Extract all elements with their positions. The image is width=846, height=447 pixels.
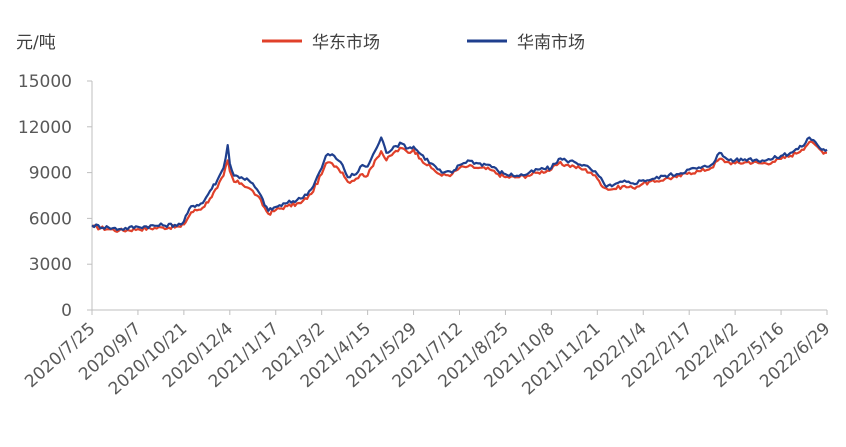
y-tick-label: 6000: [29, 209, 72, 229]
legend: 华东市场 华南市场: [262, 33, 585, 53]
y-tick-label: 3000: [29, 255, 72, 275]
y-axis: 0 3000 6000 9000 12000 15000: [18, 72, 93, 321]
y-tick-label: 12000: [18, 118, 72, 138]
series-line-south: [91, 136, 828, 231]
series-group: [91, 136, 828, 233]
legend-label-south: 华南市场: [517, 33, 585, 53]
y-tick-label: 9000: [29, 164, 72, 184]
y-unit-label: 元/吨: [16, 33, 56, 53]
legend-label-east: 华东市场: [312, 33, 380, 53]
series-line-east: [91, 140, 828, 233]
y-tick-label: 0: [61, 301, 72, 321]
y-tick-label: 15000: [18, 72, 72, 92]
